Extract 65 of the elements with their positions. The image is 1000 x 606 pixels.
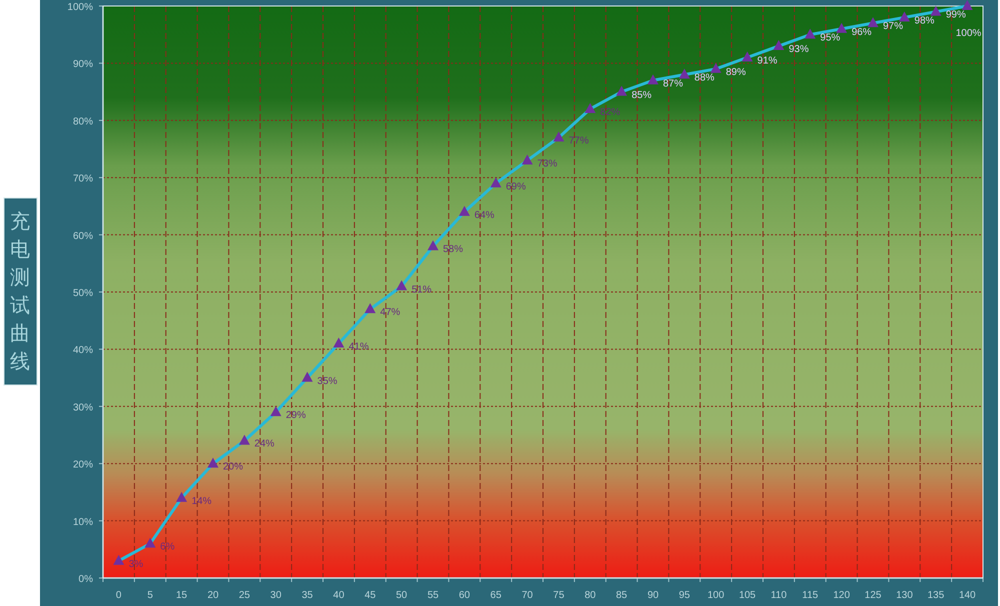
- data-label: 98%: [914, 15, 934, 26]
- data-label: 58%: [443, 244, 464, 256]
- ytick: 20%: [72, 460, 93, 471]
- data-label: 77%: [568, 136, 589, 147]
- xtick: 60: [458, 590, 470, 601]
- data-label: 73%: [537, 158, 558, 170]
- xtick: 40: [333, 590, 344, 601]
- xtick: 45: [364, 590, 376, 601]
- xtick: 20: [207, 590, 219, 601]
- data-label: 29%: [286, 410, 306, 422]
- data-label: 41%: [348, 341, 369, 352]
- xtick: 100: [708, 590, 724, 601]
- xtick: 5: [147, 590, 153, 601]
- xtick: 115: [802, 590, 818, 601]
- ytick: 100%: [67, 2, 93, 13]
- xtick: 75: [553, 590, 564, 601]
- data-label: 100%: [956, 28, 982, 39]
- data-label: 88%: [694, 72, 714, 84]
- data-label: 3%: [128, 558, 144, 570]
- xtick: 125: [864, 590, 882, 601]
- xtick: 120: [833, 590, 850, 601]
- data-label: 96%: [852, 26, 872, 38]
- ylabel: 充电测试曲线: [10, 211, 30, 373]
- xtick: 90: [647, 590, 659, 601]
- ytick: 30%: [72, 402, 93, 414]
- xtick: 135: [928, 590, 944, 601]
- xtick: 130: [896, 590, 913, 601]
- ytick: 10%: [72, 516, 93, 528]
- ytick: 60%: [72, 230, 93, 242]
- data-label: 6%: [160, 542, 175, 553]
- xtick: 25: [238, 590, 250, 601]
- ytick: 50%: [72, 288, 93, 299]
- data-label: 99%: [946, 10, 966, 21]
- ytick: 70%: [72, 174, 93, 185]
- xtick: 95: [678, 590, 690, 601]
- data-label: 87%: [663, 78, 684, 90]
- data-label: 47%: [380, 307, 400, 318]
- xtick: 30: [270, 590, 282, 601]
- data-label: 14%: [192, 496, 212, 507]
- xtick: 0: [116, 590, 122, 601]
- xtick: 110: [770, 590, 787, 601]
- data-label: 93%: [788, 44, 809, 56]
- data-label: 24%: [254, 438, 274, 450]
- data-label: 69%: [506, 181, 526, 192]
- xtick: 80: [584, 590, 596, 601]
- ytick: 40%: [72, 345, 93, 356]
- xtick: 85: [616, 590, 628, 601]
- data-label: 85%: [632, 90, 652, 101]
- data-label: 89%: [726, 66, 746, 78]
- xtick: 15: [176, 590, 188, 601]
- data-label: 35%: [317, 376, 338, 387]
- data-label: 97%: [883, 21, 904, 32]
- data-label: 82%: [600, 106, 620, 118]
- data-label: 95%: [820, 32, 840, 44]
- data-label: 91%: [757, 55, 778, 66]
- xtick: 70: [522, 590, 533, 601]
- xtick: 105: [738, 590, 756, 601]
- xtick: 65: [490, 590, 502, 601]
- ytick: 90%: [72, 59, 93, 70]
- ytick: 80%: [72, 116, 93, 128]
- ytick: 0%: [78, 574, 93, 585]
- xtick: 140: [958, 590, 976, 601]
- xtick: 55: [427, 590, 439, 601]
- xtick: 35: [302, 590, 313, 601]
- xtick: 50: [396, 590, 408, 601]
